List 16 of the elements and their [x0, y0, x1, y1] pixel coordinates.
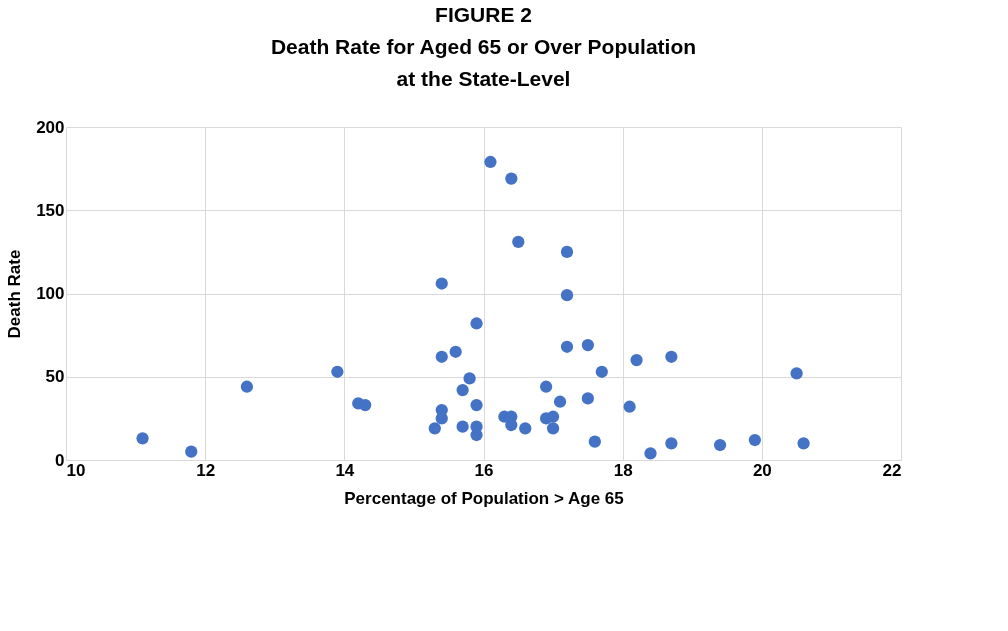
x-tick-label: 16	[474, 460, 494, 480]
y-tick-label: 0	[55, 450, 65, 470]
x-tick-label: 14	[335, 460, 355, 480]
x-tick-label: 10	[66, 460, 86, 480]
chart-title: FIGURE 2	[435, 3, 532, 26]
x-tick-label: 12	[196, 460, 216, 480]
x-tick-label: 18	[613, 460, 633, 480]
y-tick-label: 150	[36, 200, 65, 220]
chart-subtitle: Death Rate for Aged 65 or Over Population at the State-Level	[270, 35, 697, 90]
y-tick-label: 100	[36, 284, 65, 303]
x-axis-title: Percentage of Population > Age 65	[344, 488, 624, 508]
y-axis-title: Death Rate	[5, 249, 25, 339]
y-tick-label: 200	[36, 117, 65, 137]
x-tick-label: 22	[882, 460, 902, 480]
x-tick-label: 20	[752, 460, 772, 480]
y-tick-label: 50	[45, 367, 65, 387]
